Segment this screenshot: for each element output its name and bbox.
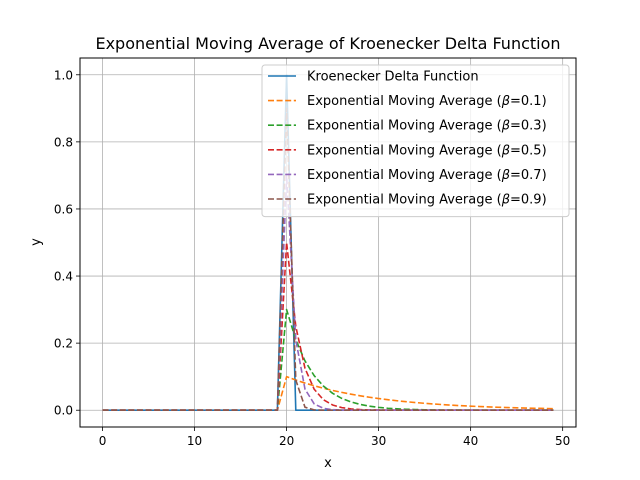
legend: Kroenecker Delta Function Exponential Mov… <box>261 64 570 218</box>
x-tick-label: 0 <box>99 434 107 448</box>
y-tick-label: 0.4 <box>54 270 73 284</box>
legend-label-4: Exponential Moving Average (β=0.7) <box>307 168 547 183</box>
series-line-1 <box>102 375 554 412</box>
y-axis-label: y <box>29 238 44 246</box>
legend-label-1: Exponential Moving Average (β=0.1) <box>307 94 547 109</box>
x-tick-label: 40 <box>463 434 478 448</box>
y-tick-label: 0.6 <box>54 202 73 216</box>
x-axis-label: x <box>324 456 332 471</box>
x-tick-label: 30 <box>371 434 386 448</box>
y-tick-label: 1.0 <box>54 68 73 82</box>
y-tick-label: 0.8 <box>54 135 73 149</box>
legend-label-5: Exponential Moving Average (β=0.9) <box>307 193 547 208</box>
x-tick-label: 50 <box>555 434 570 448</box>
x-tick-label: 20 <box>279 434 294 448</box>
y-axis: 0.0 0.2 0.4 0.6 0.8 1.0 <box>54 68 80 418</box>
x-tick-label: 10 <box>187 434 202 448</box>
y-tick-label: 0.0 <box>54 404 73 418</box>
y-tick-label: 0.2 <box>54 337 73 351</box>
series-layer <box>102 73 554 412</box>
legend-label-3: Exponential Moving Average (β=0.5) <box>307 143 547 158</box>
x-axis: 0 10 20 30 40 50 <box>99 427 570 448</box>
legend-box <box>261 64 570 218</box>
chart-title: Exponential Moving Average of Kroenecker… <box>95 34 560 53</box>
axes-frame <box>79 57 577 428</box>
legend-label-2: Exponential Moving Average (β=0.3) <box>307 119 547 134</box>
series-line-4 <box>102 174 554 412</box>
series-line-5 <box>102 107 554 412</box>
legend-label-0: Kroenecker Delta Function <box>307 70 479 85</box>
